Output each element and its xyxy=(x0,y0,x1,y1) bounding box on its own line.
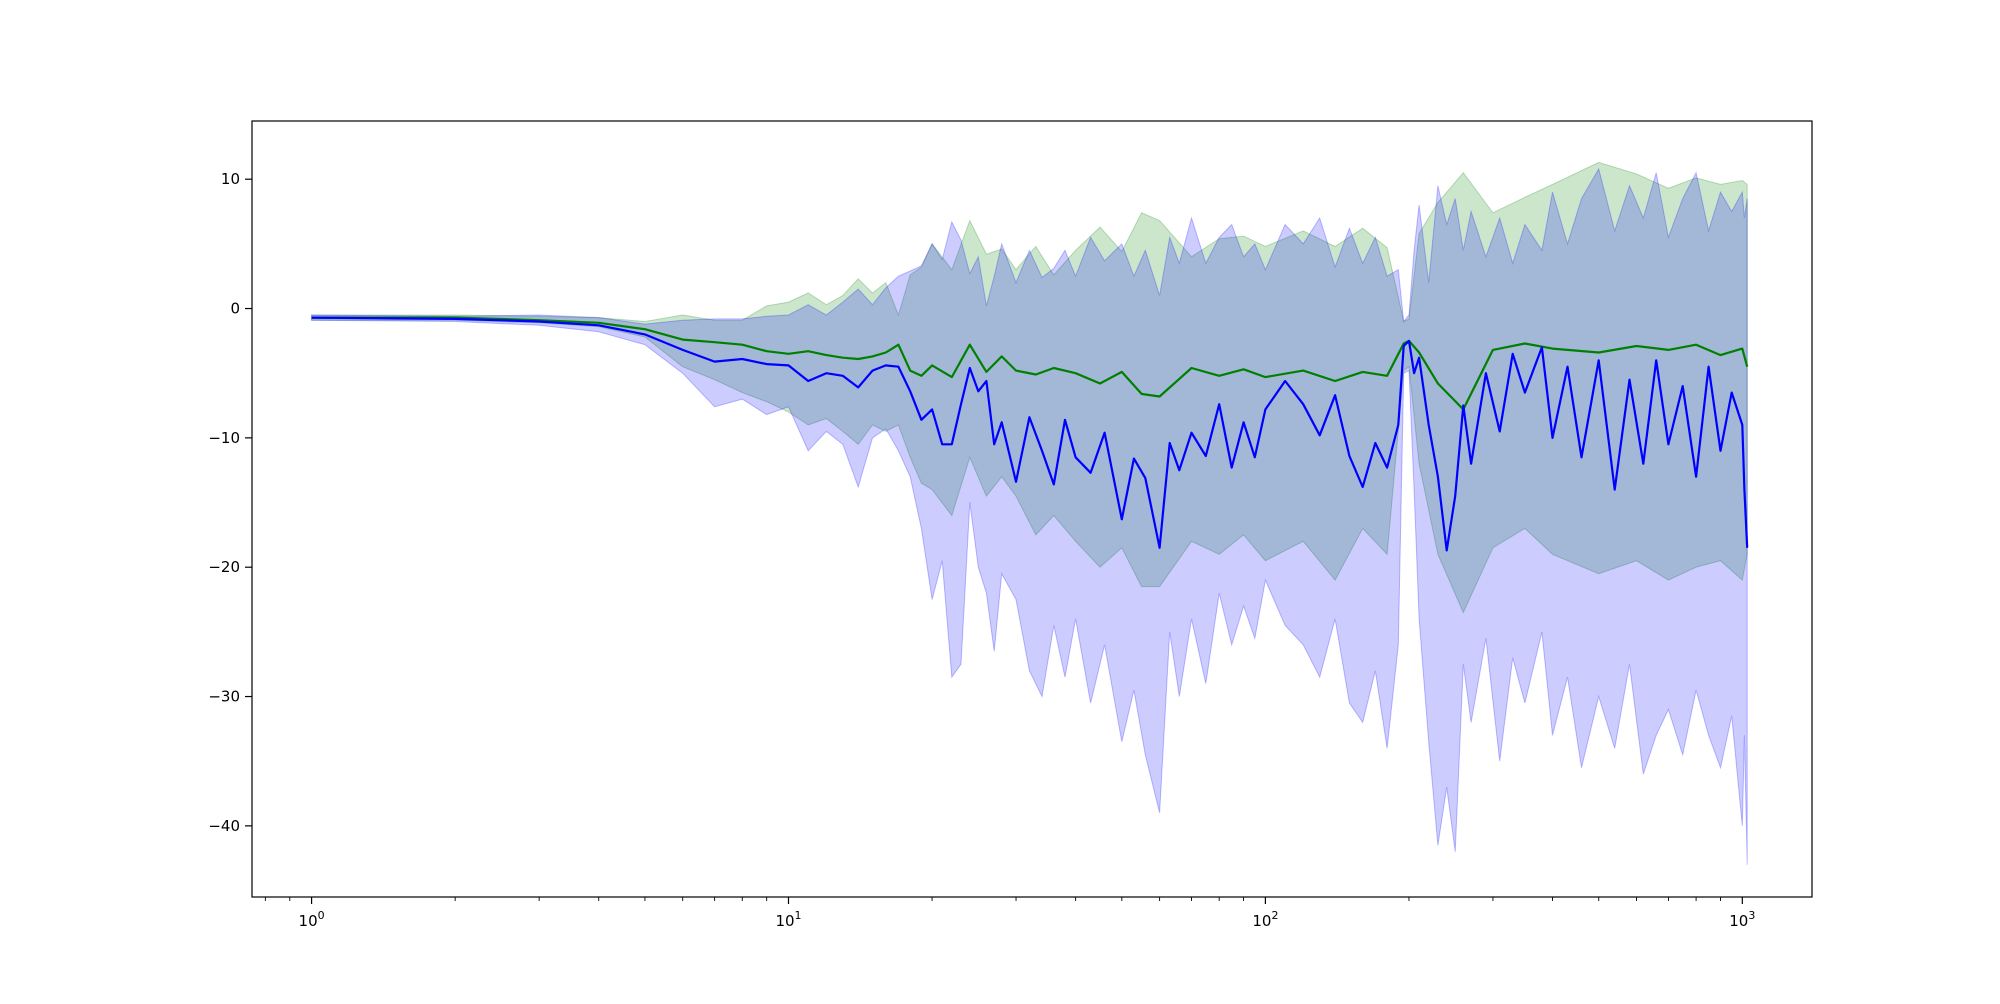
x-tick-label: 103 xyxy=(1729,909,1755,930)
series-0-line xyxy=(311,316,1749,411)
plot-frame xyxy=(251,120,1813,898)
bands-layer xyxy=(311,161,1748,865)
series-0-band xyxy=(311,161,1748,614)
series-1-band xyxy=(311,167,1748,865)
y-tick-label: −10 xyxy=(208,429,240,447)
series-1-line xyxy=(311,316,1749,552)
x-tick-label: 101 xyxy=(775,909,801,930)
y-tick-label: −20 xyxy=(208,558,240,576)
y-tick-label: 10 xyxy=(221,170,240,188)
y-tick-label: 0 xyxy=(230,300,240,318)
y-tick-label: −30 xyxy=(208,688,240,706)
x-tick-label: 100 xyxy=(299,909,325,930)
y-tick-label: −40 xyxy=(208,817,240,835)
x-tick-label: 102 xyxy=(1252,909,1278,930)
lines-layer xyxy=(311,316,1749,552)
